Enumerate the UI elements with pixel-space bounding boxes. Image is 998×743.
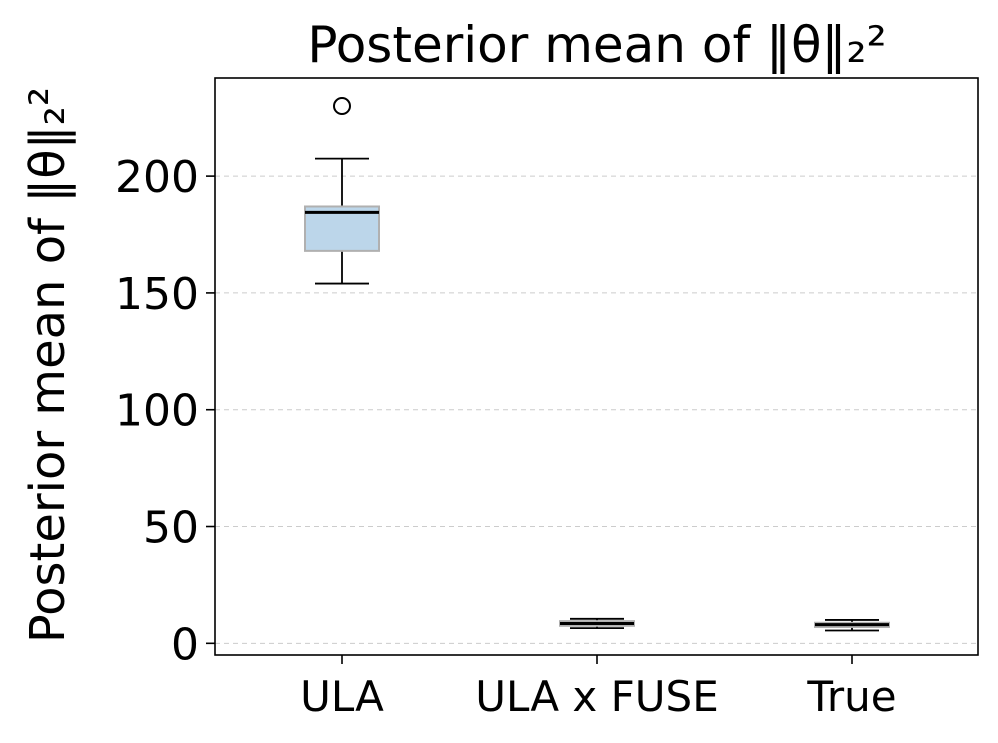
chart-title: Posterior mean of ‖θ‖₂² <box>307 16 886 74</box>
box-group <box>304 97 380 285</box>
y-tick-label: 100 <box>115 386 199 437</box>
boxes-layer <box>304 97 890 632</box>
box <box>304 205 380 252</box>
y-tick-label: 200 <box>115 152 199 203</box>
y-tick-label: 150 <box>115 269 199 320</box>
box-group <box>559 617 635 630</box>
x-tick-label: True <box>806 672 896 721</box>
y-tick-label: 50 <box>143 503 199 554</box>
x-tick-label: ULA <box>300 672 384 721</box>
plot-frame <box>214 77 979 656</box>
grid-lines <box>215 175 978 644</box>
y-tick-label: 0 <box>171 619 199 670</box>
y-axis-ticks: 0 50 100 150 200 <box>115 152 215 670</box>
box-group <box>814 619 890 632</box>
outlier-point <box>333 97 351 116</box>
y-axis-label: Posterior mean of ‖θ‖₂² <box>20 87 76 643</box>
x-tick-label: ULA x FUSE <box>475 672 719 721</box>
x-axis-ticks: ULA ULA x FUSE True <box>300 655 897 721</box>
